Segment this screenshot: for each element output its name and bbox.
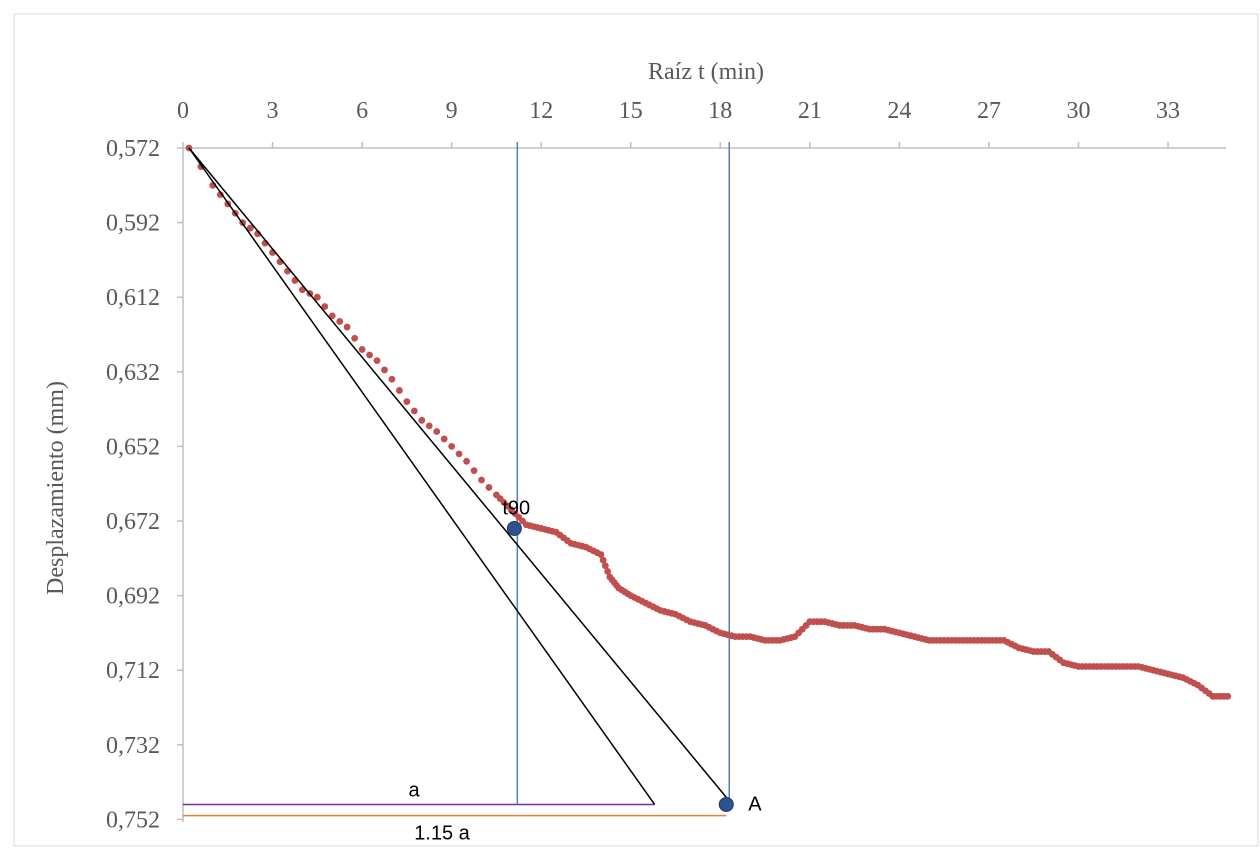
data-point xyxy=(284,267,291,275)
tangent-line-group xyxy=(188,147,733,805)
a-label: A xyxy=(748,793,762,815)
y-axis-label: Desplazamiento (mm) xyxy=(43,381,69,595)
data-point xyxy=(418,416,426,424)
data-point xyxy=(373,357,381,365)
x-tick-label: 9 xyxy=(446,98,458,124)
data-point xyxy=(463,457,470,465)
x-tick-label: 6 xyxy=(356,98,368,124)
y-tick-label: 0,612 xyxy=(106,285,160,311)
data-point xyxy=(597,551,605,558)
data-point xyxy=(343,323,351,331)
data-point xyxy=(1224,692,1232,700)
data-point xyxy=(328,312,336,320)
data-point xyxy=(396,387,403,394)
x-tick-label: 21 xyxy=(798,98,822,124)
data-point xyxy=(313,293,321,301)
tangent-line xyxy=(188,147,656,805)
x-tick-label: 18 xyxy=(708,98,732,124)
y-tick-label: 0,672 xyxy=(106,509,160,535)
data-point xyxy=(448,443,456,450)
x-tick-label: 0 xyxy=(177,98,189,124)
data-point xyxy=(351,334,359,342)
x-tick-label: 24 xyxy=(887,98,911,124)
chart-border xyxy=(13,13,1259,847)
vertical-line-group xyxy=(516,142,731,805)
data-point xyxy=(433,428,441,435)
data-point xyxy=(485,484,493,491)
data-point xyxy=(246,224,254,232)
t90-label: t90 xyxy=(502,497,530,519)
y-tick-label: 0,652 xyxy=(106,434,160,460)
a-marker xyxy=(718,796,734,812)
data-point xyxy=(388,375,396,383)
x-tick-label: 33 xyxy=(1156,98,1180,124)
marker-group: t90 A xyxy=(502,497,762,815)
data-point xyxy=(336,318,344,325)
data-point xyxy=(366,351,373,359)
horizontal-line-group: a 1.15 a xyxy=(183,779,727,845)
data-point xyxy=(403,398,411,406)
data-point xyxy=(216,191,224,199)
data-point-group xyxy=(185,144,1232,700)
data-point xyxy=(381,366,388,374)
data-point xyxy=(410,407,418,415)
data-point xyxy=(321,303,329,310)
y-tick-label: 0,572 xyxy=(106,136,160,162)
x-tick-label: 12 xyxy=(529,98,553,124)
x-tick-label: 15 xyxy=(619,98,643,124)
a115-line-label: 1.15 a xyxy=(414,823,470,845)
data-point xyxy=(470,467,478,475)
y-tick-label: 0,712 xyxy=(106,658,160,684)
x-axis-label: Raíz t (min) xyxy=(648,59,764,85)
y-tick-label: 0,752 xyxy=(106,807,160,833)
data-point xyxy=(455,450,463,458)
y-tick-label: 0,632 xyxy=(106,360,160,386)
x-tick-group: 0 3 6 9 12 15 18 21 24 27 30 33 xyxy=(177,98,1180,148)
y-tick-label: 0,732 xyxy=(106,733,160,759)
data-point xyxy=(601,562,609,570)
data-point xyxy=(599,556,607,564)
tangent-line xyxy=(188,147,733,805)
y-tick-group: 0,572 0,592 0,612 0,632 0,652 0,672 0,692 0,712… xyxy=(106,136,183,833)
data-point xyxy=(478,476,485,484)
x-tick-label: 27 xyxy=(977,98,1001,124)
data-point xyxy=(604,567,612,575)
data-point xyxy=(425,422,433,430)
t90-marker xyxy=(506,520,522,536)
y-tick-label: 0,592 xyxy=(106,211,160,237)
a-line-label: a xyxy=(408,779,420,801)
y-tick-label: 0,692 xyxy=(106,584,160,610)
data-point xyxy=(358,346,366,353)
x-tick-label: 3 xyxy=(267,98,279,124)
x-tick-label: 30 xyxy=(1067,98,1091,124)
data-point xyxy=(440,435,448,443)
